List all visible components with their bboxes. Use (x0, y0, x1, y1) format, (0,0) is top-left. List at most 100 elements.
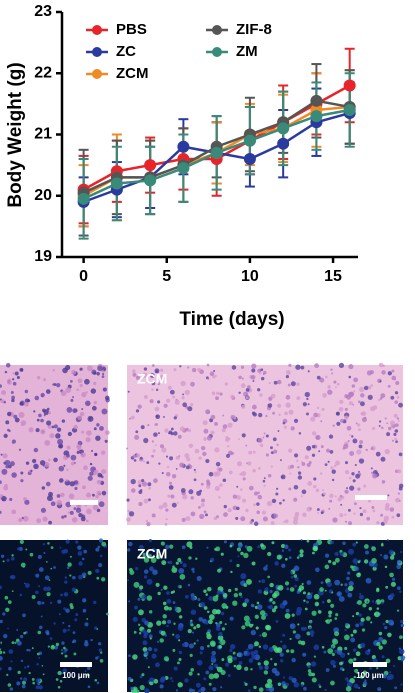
cell (163, 403, 168, 408)
cell (293, 515, 299, 521)
cell (208, 673, 215, 680)
cell (148, 554, 152, 558)
cell (153, 678, 159, 684)
cell (212, 687, 217, 692)
cell (384, 448, 390, 455)
cell (59, 680, 63, 683)
cell (6, 673, 9, 677)
cell (139, 585, 144, 590)
cell (251, 368, 256, 373)
cell (344, 646, 348, 651)
cell (13, 414, 18, 419)
cell (208, 595, 214, 601)
cell (237, 652, 243, 658)
cell (78, 512, 83, 518)
cell (142, 647, 148, 652)
cell (388, 619, 394, 626)
cell (394, 423, 399, 427)
cell (196, 639, 199, 642)
cell (317, 511, 320, 514)
cell (240, 470, 247, 477)
cell (219, 621, 223, 625)
cell (55, 678, 59, 681)
cell (240, 595, 243, 599)
cell (85, 519, 89, 523)
cell (55, 433, 61, 439)
cell (214, 485, 220, 491)
cell (154, 406, 160, 412)
cell (205, 670, 210, 675)
cell (381, 370, 386, 375)
cell (99, 554, 103, 558)
cell (80, 516, 86, 522)
cell (351, 472, 355, 476)
cell (345, 677, 349, 681)
cell (254, 641, 259, 647)
cell (277, 587, 280, 590)
x-tick-label: 5 (162, 268, 171, 285)
cell (43, 414, 46, 417)
cell (60, 649, 63, 652)
cell (334, 631, 340, 637)
cell (48, 411, 52, 415)
cell (156, 551, 159, 555)
cell (28, 671, 31, 675)
cell (348, 658, 354, 664)
cell (345, 622, 349, 626)
cell (264, 665, 269, 670)
cell (258, 687, 264, 693)
cell (258, 645, 262, 648)
cell (2, 560, 5, 563)
cell (232, 651, 236, 655)
cell (18, 517, 23, 523)
cell (366, 516, 371, 521)
cell (189, 653, 193, 657)
cell (376, 607, 380, 610)
cell (192, 570, 195, 574)
cell (232, 656, 237, 661)
cell (61, 515, 65, 519)
cell (20, 562, 26, 568)
cell (16, 629, 19, 631)
cell (134, 605, 138, 610)
cell (20, 420, 27, 426)
cell (70, 461, 75, 466)
cell (273, 380, 278, 385)
cell (174, 608, 178, 612)
cell (218, 631, 223, 637)
cell (233, 593, 239, 598)
cell (98, 648, 103, 652)
cell (188, 671, 193, 676)
cell (400, 655, 406, 661)
cell (162, 601, 167, 606)
cell (257, 368, 262, 373)
cell (41, 486, 46, 490)
cell (261, 579, 266, 584)
cell (379, 397, 383, 400)
cell (252, 380, 255, 382)
cell (391, 515, 395, 519)
cell (46, 586, 51, 591)
cell (256, 601, 260, 605)
cell (90, 638, 93, 642)
cell (236, 547, 242, 552)
cell (17, 640, 22, 646)
cell (95, 435, 101, 441)
cell (84, 400, 91, 407)
cell (389, 572, 394, 578)
cell (286, 649, 290, 653)
cell (200, 482, 204, 486)
cell (230, 394, 235, 399)
cell (370, 384, 374, 387)
cell (0, 585, 2, 590)
cell (321, 407, 325, 411)
cell (361, 628, 366, 632)
cell (42, 542, 46, 546)
cell (59, 546, 62, 549)
cell (188, 489, 194, 495)
cell (300, 684, 304, 687)
cell (146, 461, 150, 465)
cell (89, 462, 93, 466)
cell (50, 567, 53, 570)
cell (290, 381, 296, 387)
